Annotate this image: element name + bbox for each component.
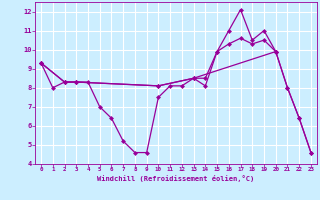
X-axis label: Windchill (Refroidissement éolien,°C): Windchill (Refroidissement éolien,°C)	[97, 175, 255, 182]
